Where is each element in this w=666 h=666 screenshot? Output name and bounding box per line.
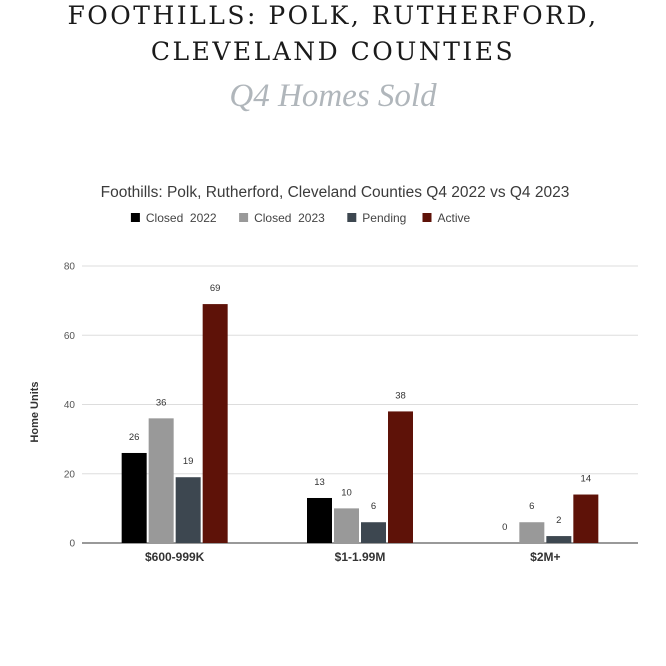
data-label: 6 <box>529 501 534 512</box>
y-tick-label: 80 <box>64 262 76 273</box>
bar <box>334 508 359 543</box>
page-header: Foothills: Polk, Rutherford, Cleveland C… <box>0 0 666 116</box>
data-label: 13 <box>314 477 325 488</box>
bar <box>202 304 228 543</box>
chart-data-labels: 26 36 19 69 13 10 6 38 0 6 2 14 <box>129 283 591 533</box>
legend-label: Closed 2022 <box>146 211 217 225</box>
bar <box>573 494 599 543</box>
chart-legend: Closed 2022 Closed 2023 Pending Active <box>130 211 471 225</box>
chart-bars <box>121 304 599 543</box>
bar <box>148 418 174 543</box>
y-tick-label: 40 <box>64 400 76 411</box>
legend-label: Pending <box>362 211 406 225</box>
legend-swatch <box>239 213 249 222</box>
data-label: 69 <box>210 283 221 294</box>
data-label: 6 <box>371 501 376 512</box>
legend-swatch <box>422 213 432 222</box>
legend-swatch <box>130 213 140 222</box>
bar <box>175 477 201 543</box>
bar <box>121 452 147 543</box>
bar <box>307 497 332 543</box>
data-label: 14 <box>581 474 592 485</box>
y-tick-label: 60 <box>64 331 76 342</box>
data-label: 19 <box>183 456 194 467</box>
y-tick-label: 20 <box>64 469 76 480</box>
legend-swatch <box>347 213 357 222</box>
chart-title: Foothills: Polk, Rutherford, Cleveland C… <box>101 184 570 201</box>
bar <box>546 536 572 543</box>
header-subtitle: Q4 Homes Sold <box>229 78 437 114</box>
data-label: 10 <box>341 487 352 498</box>
data-label: 2 <box>556 515 561 526</box>
header-title-line2: Cleveland Counties <box>150 37 516 66</box>
x-tick-label: $600-999K <box>145 550 205 564</box>
bar <box>388 411 413 543</box>
bar <box>519 522 545 543</box>
data-label: 38 <box>395 390 406 401</box>
legend-label: Closed 2023 <box>254 211 325 225</box>
x-tick-label: $2M+ <box>530 550 560 564</box>
y-axis-label: Home Units <box>29 381 41 442</box>
data-label: 0 <box>502 522 507 533</box>
bar <box>361 522 386 543</box>
header-title-line1: Foothills: Polk, Rutherford, <box>67 1 599 30</box>
chart-x-axis: $600-999K $1-1.99M $2M+ <box>145 550 561 564</box>
data-label: 26 <box>129 432 140 443</box>
data-label: 36 <box>156 397 167 408</box>
legend-label: Active <box>438 211 471 225</box>
y-tick-label: 0 <box>69 539 75 550</box>
x-tick-label: $1-1.99M <box>335 550 386 564</box>
